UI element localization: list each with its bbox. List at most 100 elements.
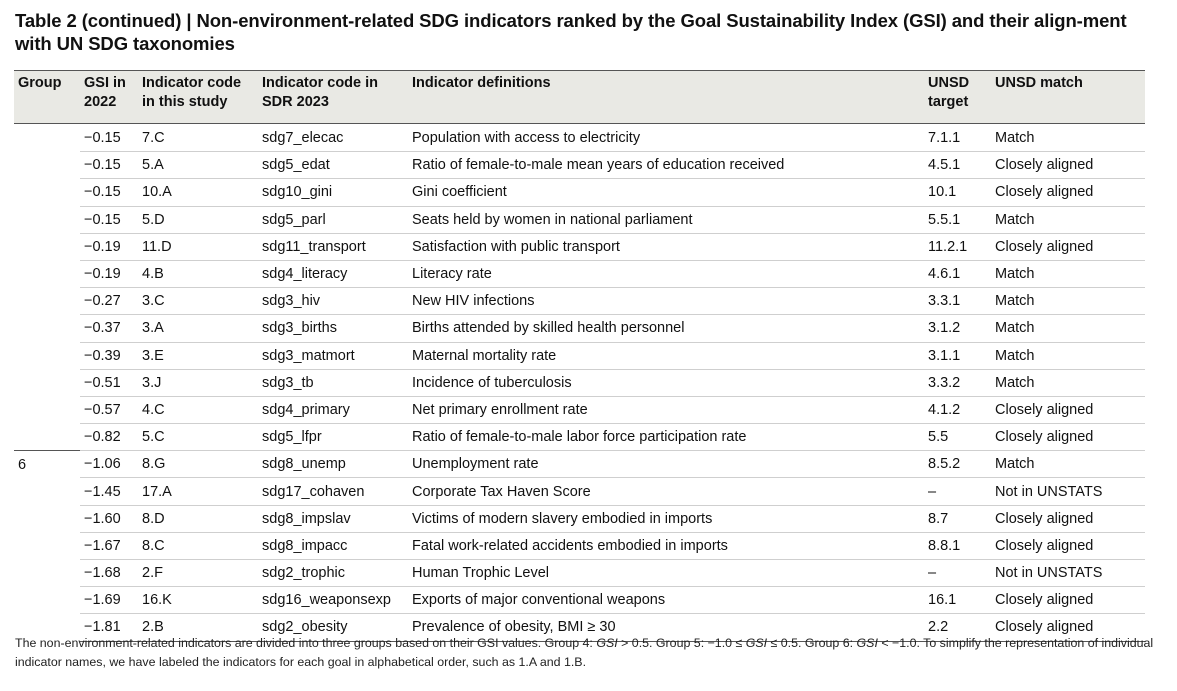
cell-match: Match [991,123,1145,153]
cell-group [14,587,80,614]
cell-sdr: sdg8_impacc [258,532,408,561]
cell-code: 5.A [138,151,258,180]
footnote-gsi-1: GSI [596,636,618,650]
cell-gsi: −0.15 [80,151,138,180]
cell-code: 8.G [138,450,258,479]
cell-definition: Human Trophic Level [408,559,924,588]
cell-target: 8.5.2 [924,450,991,479]
table-row: −1.69 16.K sdg16_weaponsexp Exports of majo… [14,586,1145,615]
cell-definition: Gini coefficient [408,178,924,207]
table-row: −1.67 8.C sdg8_impacc Fatal work-related ac… [14,532,1145,561]
cell-definition: Literacy rate [408,260,924,289]
cell-gsi: −1.67 [80,532,138,561]
cell-group [14,179,80,206]
cell-sdr: sdg11_transport [258,233,408,261]
cell-gsi: −1.06 [80,450,138,479]
header-unsd-target: UNSD target [924,70,991,124]
cell-code: 10.A [138,178,258,207]
cell-code: 5.D [138,206,258,234]
cell-sdr: sdg3_tb [258,369,408,397]
cell-sdr: sdg2_obesity [258,613,408,642]
cell-definition: Exports of major conventional weapons [408,586,924,615]
cell-target: – [924,477,991,506]
cell-definition: Corporate Tax Haven Score [408,477,924,506]
table-row: −0.19 4.B sdg4_literacy Literacy rate 4.6.1 M… [14,260,1145,289]
cell-match: Match [991,342,1145,370]
cell-gsi: −1.69 [80,586,138,615]
table-row: −0.15 10.A sdg10_gini Gini coefficient 10.1 C… [14,178,1145,207]
header-unsd-match: UNSD match [991,70,1145,124]
footnote-text-1: The non-environment-related indicators a… [15,636,597,650]
cell-group [14,206,80,233]
cell-sdr: sdg3_births [258,314,408,343]
footnote-text-4: < −1.0. To simplify the representation o… [15,636,1154,669]
cell-sdr: sdg10_gini [258,178,408,207]
cell-match: Match [991,369,1145,397]
cell-target: 8.8.1 [924,532,991,561]
cell-match: Closely aligned [991,586,1145,615]
cell-definition: Unemployment rate [408,450,924,479]
cell-match: Match [991,314,1145,343]
cell-code: 17.A [138,477,258,506]
cell-code: 11.D [138,233,258,261]
cell-sdr: sdg8_unemp [258,450,408,479]
cell-sdr: sdg16_weaponsexp [258,586,408,615]
cell-target: 16.1 [924,586,991,615]
cell-target: 5.5.1 [924,206,991,234]
cell-gsi: −0.19 [80,260,138,289]
table-row: −1.81 2.B sdg2_obesity Prevalence of obesit… [14,613,1145,642]
table-row: −0.82 5.C sdg5_lfpr Ratio of female-to-male… [14,423,1145,452]
cell-target: 10.1 [924,178,991,207]
cell-group [14,396,80,423]
cell-group [14,288,80,315]
cell-code: 5.C [138,423,258,452]
table-body: −0.15 7.C sdg7_elecac Population with acces… [14,123,1145,642]
cell-gsi: −1.60 [80,505,138,533]
table-row: −0.57 4.C sdg4_primary Net primary enrollme… [14,396,1145,425]
cell-definition: Ratio of female-to-male mean years of ed… [408,151,924,180]
table-row: −0.15 5.A sdg5_edat Ratio of female-to-male… [14,151,1145,180]
cell-definition: Victims of modern slavery embodied in im… [408,505,924,533]
cell-target: 2.2 [924,613,991,642]
cell-gsi: −0.19 [80,233,138,261]
cell-definition: Fatal work-related accidents embodied in… [408,532,924,561]
cell-definition: Births attended by skilled health person… [408,314,924,343]
cell-definition: Ratio of female-to-male labor force part… [408,423,924,452]
cell-definition: Prevalence of obesity, BMI ≥ 30 [408,613,924,642]
cell-group [14,152,80,179]
cell-target: – [924,559,991,588]
footnote-gsi-2: GSI [745,636,768,650]
cell-group [14,260,80,287]
cell-group [14,124,80,152]
cell-gsi: −0.15 [80,178,138,207]
cell-code: 3.J [138,369,258,397]
cell-definition: Population with access to electricity [408,123,924,153]
cell-match: Match [991,260,1145,289]
cell-definition: Net primary enrollment rate [408,396,924,425]
cell-code: 8.D [138,505,258,533]
cell-target: 3.1.1 [924,342,991,370]
cell-code: 3.E [138,342,258,370]
cell-target: 4.1.2 [924,396,991,425]
cell-gsi: −0.57 [80,396,138,425]
cell-definition: Satisfaction with public transport [408,233,924,261]
cell-sdr: sdg4_literacy [258,260,408,289]
cell-gsi: −1.45 [80,477,138,506]
footnote-text-2: > 0.5. Group 5: −1.0 ≤ [617,636,746,650]
cell-sdr: sdg17_cohaven [258,477,408,506]
cell-match: Closely aligned [991,233,1145,261]
cell-gsi: −0.15 [80,206,138,234]
cell-gsi: −1.68 [80,559,138,588]
table-header-row: Group GSI in 2022 Indicator code in this… [14,70,1145,124]
cell-match: Closely aligned [991,151,1145,180]
table-row: −0.15 7.C sdg7_elecac Population with acces… [14,123,1145,153]
cell-gsi: −0.15 [80,123,138,153]
cell-match: Closely aligned [991,532,1145,561]
cell-match: Match [991,450,1145,479]
header-gsi: GSI in 2022 [80,70,138,124]
header-code-study: Indicator code in this study [138,70,258,124]
cell-group [14,315,80,342]
cell-code: 4.C [138,396,258,425]
table-row: −1.45 17.A sdg17_cohaven Corporate Tax Have… [14,477,1145,506]
cell-group [14,505,80,532]
